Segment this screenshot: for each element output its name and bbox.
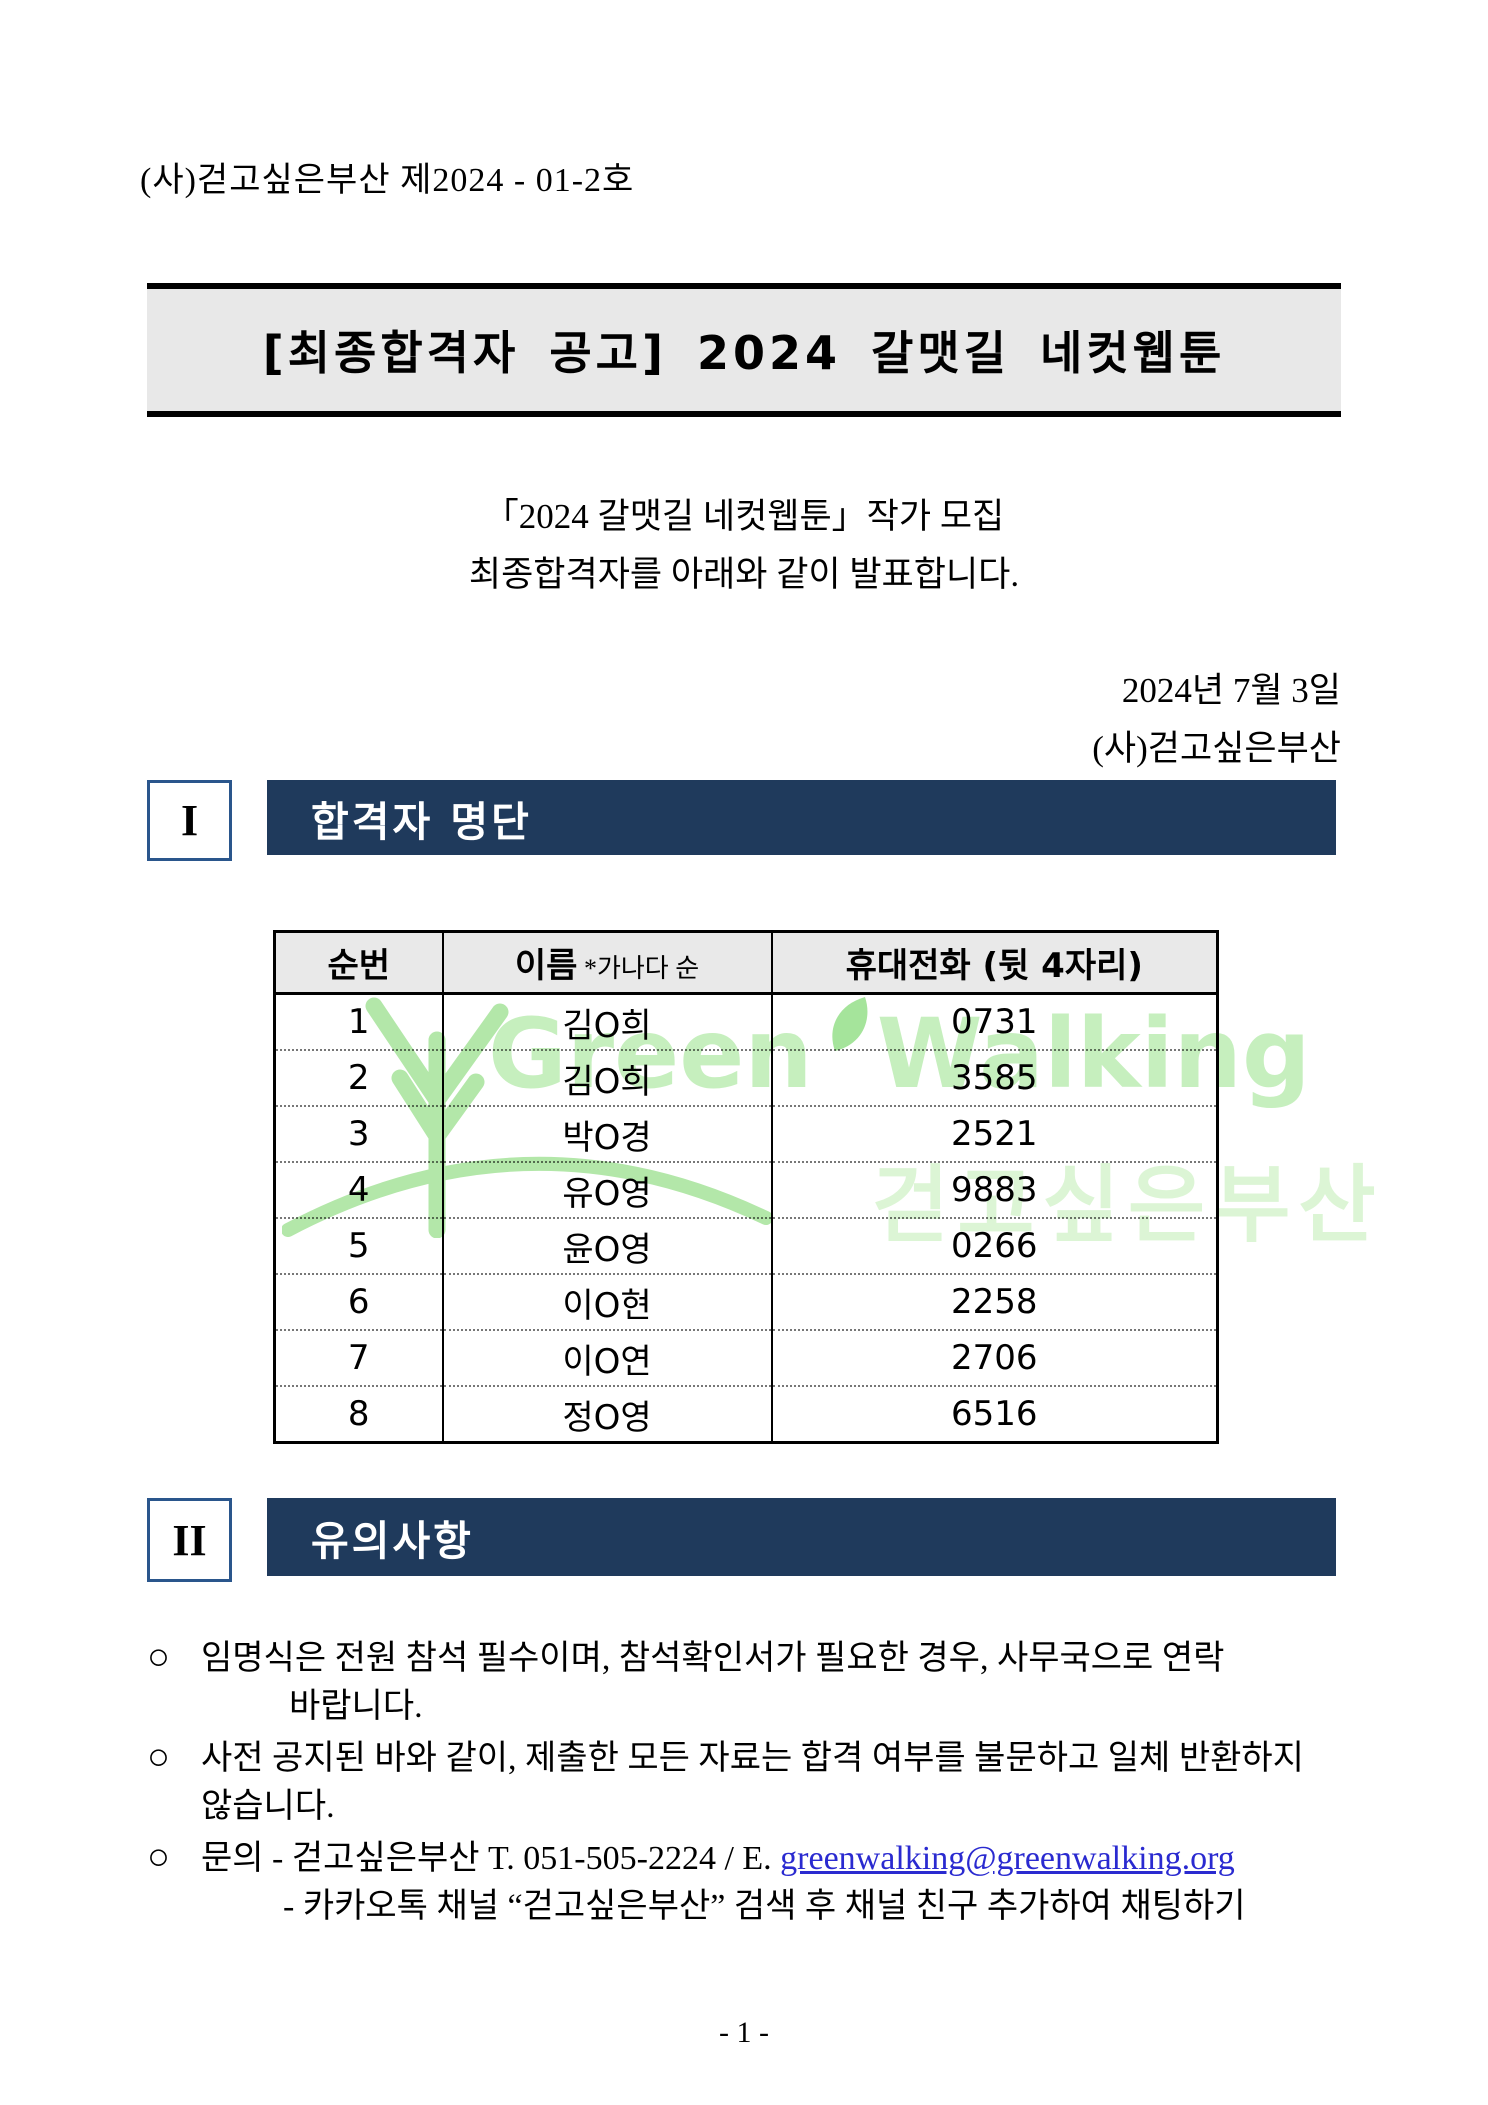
note-line-1: 바랍니다. xyxy=(147,1682,1397,1732)
note-text: 사전 공지된 바와 같이, 제출한 모든 자료는 합격 여부를 불문하고 일체 … xyxy=(201,1740,1304,1777)
section-1-numeral: I xyxy=(180,796,199,845)
cell-no: 1 xyxy=(347,1002,370,1042)
table-row: 4 유O영 9883 xyxy=(274,1161,1218,1218)
cell-no: 8 xyxy=(274,1385,443,1443)
cell-name: 김O희 xyxy=(441,1049,772,1106)
table-row: 5 윤O영 0266 xyxy=(274,1217,1218,1274)
doc-number: (사)걷고싶은부산 제2024 - 01-2호 xyxy=(140,162,635,199)
section-1-header: I 합격자 명단 xyxy=(0,780,1488,861)
note-line-2: ○ 사전 공지된 바와 같이, 제출한 모든 자료는 합격 여부를 불문하고 일체… xyxy=(147,1732,1397,1782)
cell-phone: 6516 xyxy=(770,1385,1218,1443)
section-1-numeral-box: I xyxy=(147,780,232,861)
note-line-5: - 카카오톡 채널 “걷고싶은부산” 검색 후 채널 친구 추가하여 채팅하기 xyxy=(147,1882,1397,1932)
date-block: 2024년 7월 3일 (사)걷고싶은부산 xyxy=(1092,662,1341,778)
note-bullet-icon: ○ xyxy=(147,1736,170,1778)
note-line-4: ○ 문의 - 걷고싶은부산 T. 051-505-2224 / E. greenw… xyxy=(147,1832,1397,1882)
announce-date: 2024년 7월 3일 xyxy=(1121,671,1341,710)
intro-line-2: 최종합격자를 아래와 같이 발표합니다. xyxy=(468,555,1020,594)
cell-name: 정O영 xyxy=(441,1385,772,1443)
table-row: 7 이O연 2706 xyxy=(274,1329,1218,1386)
table-row: 3 박O경 2521 xyxy=(274,1105,1218,1162)
cell-name: 박O경 xyxy=(441,1105,772,1162)
cell-name: 윤O영 xyxy=(441,1217,772,1274)
winners-table-head: 순번 이름 *가나다 순 휴대전화 (뒷 4자리) xyxy=(274,931,1218,995)
section-2-numeral: II xyxy=(172,1515,207,1565)
cell-name: 유O영 xyxy=(441,1161,772,1218)
section-2-bar: 유의사항 xyxy=(267,1498,1336,1576)
winners-table: 순번 이름 *가나다 순 휴대전화 (뒷 4자리) 1 김O희 0731 2 김O희 3585… xyxy=(273,930,1219,1444)
intro-text: 「2024 갈맷길 네컷웹툰」작가 모집 최종합격자를 아래와 같이 발표합니다… xyxy=(0,488,1488,604)
document-title: [최종합격자 공고] 2024 갈맷길 네컷웹툰 xyxy=(262,326,1226,380)
cell-no: 4 xyxy=(274,1161,443,1218)
cell-phone: 0266 xyxy=(770,1217,1218,1274)
column-header-2: 휴대전화 (뒷 4자리) xyxy=(770,931,1218,995)
winners-table-body: 1 김O희 0731 2 김O희 3585 3 박O경 2521 4 유O영 9883 5 윤O영 0266… xyxy=(274,993,1218,1443)
note-bullet-icon: ○ xyxy=(147,1836,170,1878)
title-banner: [최종합격자 공고] 2024 갈맷길 네컷웹툰 xyxy=(147,283,1341,417)
cell-phone: 9883 xyxy=(770,1161,1218,1218)
email-link[interactable]: greenwalking@greenwalking.org xyxy=(780,1840,1235,1877)
table-row: 6 이O현 2258 xyxy=(274,1273,1218,1330)
section-1-bar: 합격자 명단 xyxy=(267,780,1336,855)
cell-phone: 2258 xyxy=(770,1273,1218,1330)
note-text: 문의 - 걷고싶은부산 T. 051-505-2224 / E. xyxy=(201,1840,781,1877)
note-text: 바랍니다. xyxy=(289,1688,423,1725)
page-number: - 1 - xyxy=(719,2016,769,2049)
section-2-title: 유의사항 xyxy=(311,1517,474,1565)
cell-phone: 2521 xyxy=(770,1105,1218,1162)
cell-name: 이O연 xyxy=(441,1329,772,1386)
section-2-header: II 유의사항 xyxy=(0,1498,1488,1582)
cell-phone: 3585 xyxy=(770,1049,1218,1106)
column-header-1: 이름 *가나다 순 xyxy=(441,931,772,995)
cell-name: 이O현 xyxy=(441,1273,772,1330)
cell-no: 2 xyxy=(274,1049,443,1106)
winners-header-row: 순번 이름 *가나다 순 휴대전화 (뒷 4자리) xyxy=(274,931,1218,995)
cell-phone: 2706 xyxy=(770,1329,1218,1386)
note-line-3: 않습니다. xyxy=(147,1782,1397,1832)
table-row: 1 김O희 0731 xyxy=(275,993,1218,1050)
table-row: 2 김O희 3585 xyxy=(274,1049,1218,1106)
section-2-numeral-box: II xyxy=(147,1498,232,1582)
cell-no: 6 xyxy=(274,1273,443,1330)
cell-phone: 0731 xyxy=(770,993,1218,1050)
column-header-0: 순번 xyxy=(274,931,443,995)
cell-no: 7 xyxy=(274,1329,443,1386)
note-text: 않습니다. xyxy=(201,1788,335,1825)
table-row: 8 정O영 6516 xyxy=(274,1385,1218,1443)
cell-name: 김O희 xyxy=(441,993,772,1050)
title-banner-body: [최종합격자 공고] 2024 갈맷길 네컷웹툰 xyxy=(147,289,1341,411)
note-line-0: ○ 임명식은 전원 참석 필수이며, 참석확인서가 필요한 경우, 사무국으로 연… xyxy=(147,1632,1397,1682)
column-header-subnote: *가나다 순 xyxy=(577,954,700,983)
cell-no: 5 xyxy=(274,1217,443,1274)
section-1-title: 합격자 명단 xyxy=(311,797,532,846)
note-bullet-icon: ○ xyxy=(147,1636,170,1678)
intro-line-1: 「2024 갈맷길 네컷웹툰」작가 모집 xyxy=(483,497,1005,536)
note-text: 임명식은 전원 참석 필수이며, 참석확인서가 필요한 경우, 사무국으로 연락 xyxy=(201,1640,1225,1677)
cell-no: 3 xyxy=(274,1105,443,1162)
announce-org: (사)걷고싶은부산 xyxy=(1092,729,1341,768)
notes-list: ○ 임명식은 전원 참석 필수이며, 참석확인서가 필요한 경우, 사무국으로 연… xyxy=(147,1632,1397,1932)
note-text: - 카카오톡 채널 “걷고싶은부산” 검색 후 채널 친구 추가하여 채팅하기 xyxy=(283,1888,1246,1925)
